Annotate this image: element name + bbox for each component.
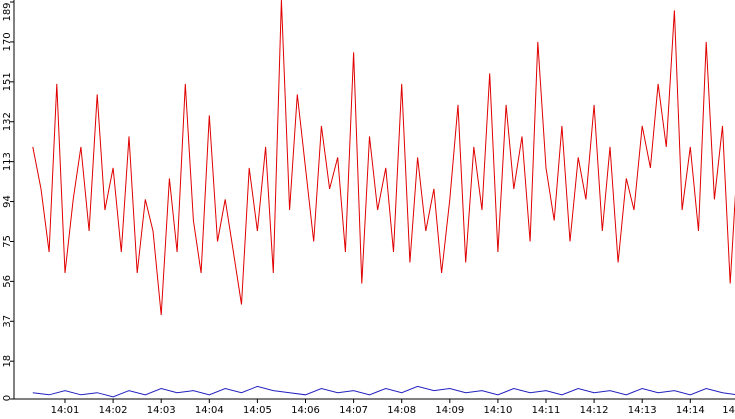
- x-tick-label: 14:14: [676, 405, 705, 415]
- x-tick-label: 14:11: [532, 405, 561, 415]
- axis-lines: [13, 0, 735, 400]
- x-tick-label: 14:12: [580, 405, 609, 415]
- series-line-red: [32, 0, 735, 316]
- y-tick-label: 56: [2, 275, 13, 288]
- x-tick-label: 14: [722, 405, 735, 415]
- y-tick-label: 113: [2, 152, 13, 171]
- x-tick-label: 14:09: [435, 405, 464, 415]
- x-tick-label: 14:05: [243, 405, 272, 415]
- x-tick-label: 14:06: [291, 405, 320, 415]
- x-tick-label: 14:08: [387, 405, 416, 415]
- y-tick-label: 151: [2, 72, 13, 91]
- x-tick-label: 14:07: [339, 405, 368, 415]
- x-tick-label: 14:04: [195, 405, 224, 415]
- y-tick-label: 18: [2, 355, 13, 368]
- y-tick-label: 0: [2, 395, 13, 401]
- y-tick-label: 94: [2, 195, 13, 208]
- x-axis: 14:01 14:02 14:03 14:04 14:05 14:06 14:07 14:08…: [51, 399, 735, 416]
- y-axis: 0 18 37 56 75 94 113 132 151 170 189: [2, 1, 14, 401]
- series-layer: [32, 0, 735, 398]
- x-tick-label: 14:13: [628, 405, 657, 415]
- x-tick-label: 14:01: [51, 405, 80, 415]
- x-tick-label: 14:02: [99, 405, 128, 415]
- y-tick-label: 170: [2, 32, 13, 51]
- y-tick-label: 75: [2, 235, 13, 248]
- y-tick-label: 132: [2, 112, 13, 131]
- series-line-blue: [32, 385, 735, 398]
- x-tick-label: 14:10: [483, 405, 512, 415]
- y-tick-label: 189: [2, 2, 13, 21]
- y-tick-label: 37: [2, 315, 13, 328]
- x-tick-label: 14:03: [147, 405, 176, 415]
